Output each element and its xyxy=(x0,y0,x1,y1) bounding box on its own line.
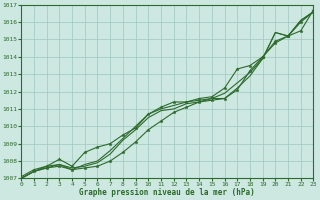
X-axis label: Graphe pression niveau de la mer (hPa): Graphe pression niveau de la mer (hPa) xyxy=(79,188,255,197)
